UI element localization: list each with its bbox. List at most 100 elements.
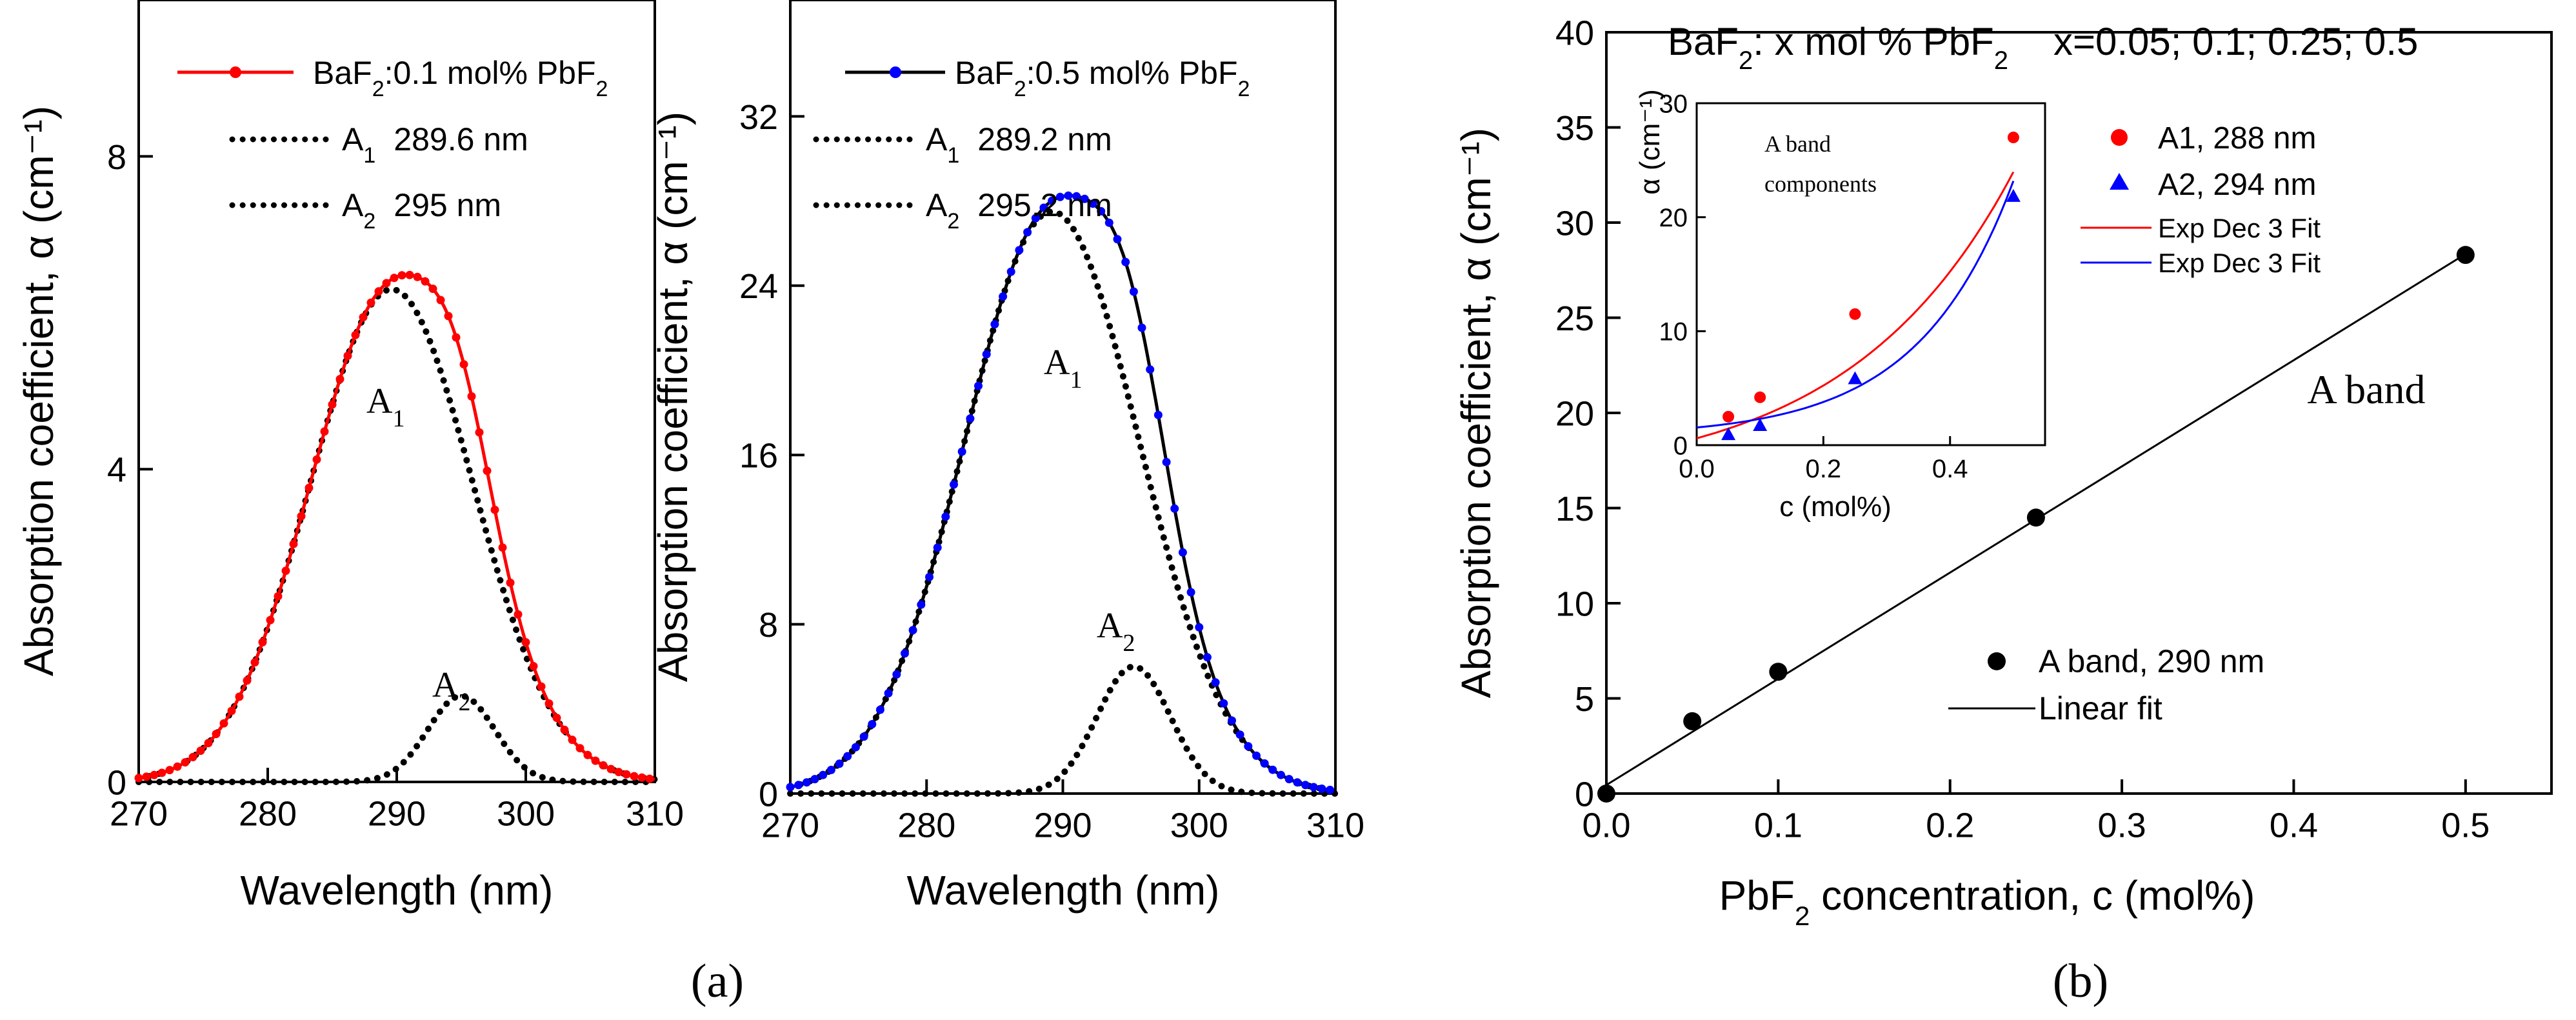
a1-sum-marker: [583, 750, 592, 759]
a1-sum-marker: [328, 400, 337, 409]
b-inset-legend-a1-marker: [2111, 129, 2128, 146]
a2-sum-marker: [1072, 192, 1081, 201]
a1-legend-main-sub1: 2: [372, 77, 384, 101]
a1-plot-frame: [137, 0, 656, 783]
a2-sum-marker: [1309, 783, 1318, 792]
a2-sum-marker: [1064, 191, 1073, 200]
b-legend-a-band-marker: [1988, 652, 2006, 670]
a2-sum-marker: [826, 765, 835, 774]
a2-sum-marker: [999, 292, 1008, 301]
a1-legend-a2-label: A: [342, 187, 364, 223]
b-inset-title: A band components: [1764, 131, 1877, 197]
b-inset-frame: [1695, 102, 2046, 446]
b-inset-a1-point: [1754, 391, 1766, 403]
a2-sum-marker: [1129, 287, 1138, 296]
a2-legend-a1-text: A1 289.2 nm: [926, 121, 1112, 168]
a1-sum-marker: [483, 466, 492, 475]
b-inset-a2-point: [2006, 188, 2021, 202]
a1-x-tick-label: 310: [626, 795, 684, 834]
a1-legend-a2-value: 295 nm: [394, 187, 501, 223]
a1-sum-marker: [150, 770, 159, 779]
b-y-tick-label: 0: [1575, 775, 1594, 814]
a1-peak-label-a2: A2: [432, 665, 470, 716]
b-inset-y-tick-label: 30: [1659, 90, 1688, 118]
a2-curve-a2: [787, 663, 1339, 797]
a2-peak-label-a2-sub: 2: [1123, 630, 1135, 657]
a1-sum-marker: [475, 428, 484, 437]
a1-sum-marker: [575, 744, 584, 753]
a2-sum-marker: [1228, 716, 1236, 725]
a2-sum-marker: [1268, 765, 1277, 774]
b-y-tick-label: 20: [1555, 394, 1594, 433]
a2-sum-marker: [1293, 778, 1302, 787]
a1-sum-marker: [266, 615, 275, 625]
b-title-sub2: 2: [1994, 46, 2008, 75]
a2-peak-label-a2: A2: [1097, 606, 1135, 657]
a1-peak-label-a1: A1: [366, 381, 404, 432]
a1-sum-marker: [157, 768, 166, 777]
a1-sum-marker: [614, 768, 623, 777]
a2-sum-marker: [1244, 742, 1253, 751]
a1-legend-main-sub2: 2: [596, 77, 608, 101]
b-title-sub1: 2: [1739, 46, 1753, 75]
a1-sum-marker: [467, 392, 476, 401]
a1-sum-marker: [165, 766, 174, 775]
a2-sum-marker: [941, 512, 950, 521]
a2-sum-marker: [810, 775, 819, 784]
b-inset-y-tick-label: 20: [1659, 204, 1688, 232]
a2-sum-marker: [982, 350, 991, 359]
b-y-tick-label: 25: [1555, 299, 1594, 338]
a1-sum-marker: [552, 714, 561, 723]
b-inset-points: [1721, 132, 2021, 441]
a1-y-tick-label: 0: [107, 763, 126, 802]
b-inset-axis-ticks: 0.0 0.2 0.4 0 10 20 30: [1659, 90, 1968, 483]
b-a-band-point: [2456, 246, 2475, 265]
b-y-tick-label: 10: [1555, 585, 1594, 623]
a1-sum-marker: [305, 483, 314, 492]
a1-sum-marker: [637, 773, 646, 782]
a1-legend-a1-text: A1 289.6 nm: [342, 121, 528, 168]
b-inset-legend-a2-text: A2, 294 nm: [2158, 168, 2316, 202]
a1-sum-marker: [235, 692, 244, 701]
b-inset-a1-point: [2007, 132, 2019, 143]
a1-curves: [134, 270, 658, 785]
b-title-base: BaF: [1668, 20, 1739, 63]
a2-sum-marker: [1031, 214, 1040, 223]
a2-sum-marker: [1301, 781, 1310, 790]
a1-sum-marker: [250, 658, 259, 667]
a2-sum-marker: [843, 752, 852, 761]
a2-curve-a1: [787, 208, 1339, 794]
a1-sum-marker: [622, 770, 631, 779]
a1-sum-marker: [343, 352, 352, 360]
a1-sum-marker: [243, 676, 252, 685]
a2-curve-sum: [790, 194, 1336, 792]
a1-x-tick-label: 280: [239, 795, 297, 834]
a1-sum-marker: [444, 312, 453, 321]
a1-sum-marker: [645, 774, 654, 783]
a2-sum-marker: [966, 414, 975, 423]
a2-sum-marker: [925, 572, 934, 581]
a2-sum-marker: [892, 670, 901, 679]
a2-sum-marker: [868, 720, 877, 728]
a2-legend-main-marker: [890, 66, 901, 78]
a1-sum-marker: [274, 592, 283, 601]
a2-sum-marker: [901, 649, 909, 658]
a1-sum-marker: [413, 272, 422, 281]
a1-x-tick-label: 270: [110, 795, 168, 834]
a2-sum-marker: [1080, 194, 1089, 203]
a2-sum-marker: [1137, 323, 1146, 332]
a1-sum-marker: [297, 512, 306, 521]
b-inset-y-axis-label: α (cm⁻¹): [1634, 89, 1666, 195]
a1-sum-marker: [289, 539, 298, 548]
b-inset-title-line1: A band: [1764, 131, 1831, 157]
a1-sum-marker: [459, 360, 468, 369]
a2-y-tick-label: 24: [739, 267, 778, 306]
a2-x-tick-label: 290: [1033, 806, 1092, 845]
b-y-axis-label: Absorption coefficient, α (cm⁻¹): [1453, 128, 1499, 698]
b-x-tick-label: 0.5: [2441, 806, 2490, 845]
b-inset-x-tick-label: 0.0: [1679, 455, 1715, 483]
a2-y-tick-label: 16: [739, 437, 778, 475]
b-inset-a2-point: [1848, 371, 1862, 385]
